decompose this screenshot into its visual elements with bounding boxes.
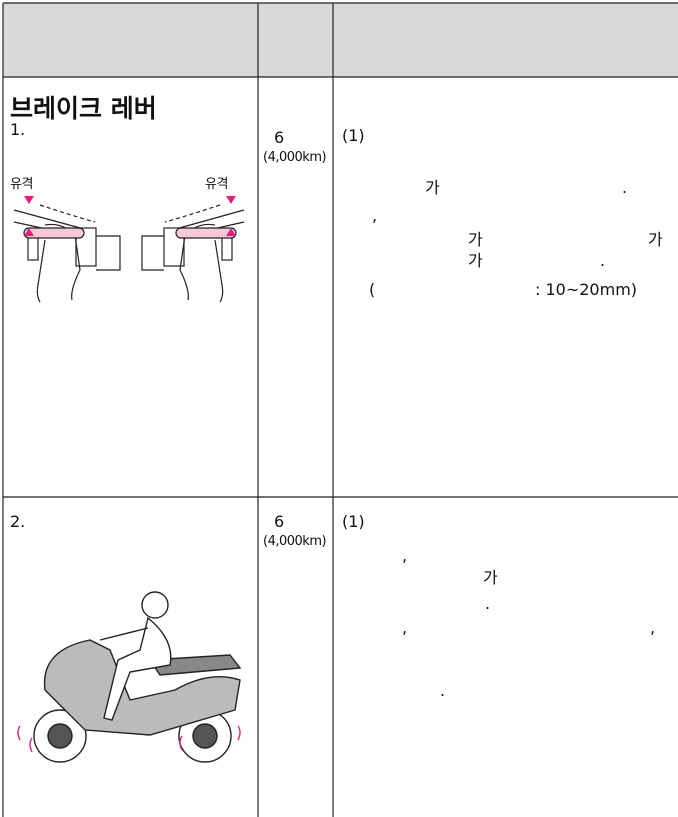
note: ,: [372, 206, 378, 225]
interval-months: 6: [274, 128, 285, 147]
interval-distance: (4,000km): [263, 534, 327, 549]
note: (: [369, 280, 376, 299]
note: 가: [468, 230, 483, 249]
illustration-label: 유격: [205, 177, 228, 192]
note: 가: [425, 178, 440, 197]
interval-months: 6: [274, 512, 285, 531]
note: 가: [483, 568, 498, 587]
interval-distance: (4,000km): [263, 150, 327, 165]
illustration-label: 유격: [10, 177, 33, 192]
brake-lever-illustration: [13, 204, 245, 303]
note: .: [440, 681, 446, 700]
arrows: [24, 196, 236, 236]
note: .: [485, 594, 491, 613]
note: ,: [402, 618, 408, 637]
scooter-illustration: [17, 591, 242, 763]
note: ,: [650, 618, 656, 637]
item-number: 1.: [10, 120, 26, 139]
note: .: [622, 178, 628, 197]
note: 가: [468, 251, 483, 270]
note: (1): [342, 126, 365, 145]
note: ,: [402, 546, 408, 565]
section-title: 브레이크 레버: [10, 94, 157, 123]
header-row: [3, 3, 678, 77]
note: 가: [648, 230, 663, 249]
note: : 10~20mm): [535, 280, 638, 299]
note: (1): [342, 512, 365, 531]
item-number: 2.: [10, 512, 26, 531]
note: .: [600, 251, 606, 270]
